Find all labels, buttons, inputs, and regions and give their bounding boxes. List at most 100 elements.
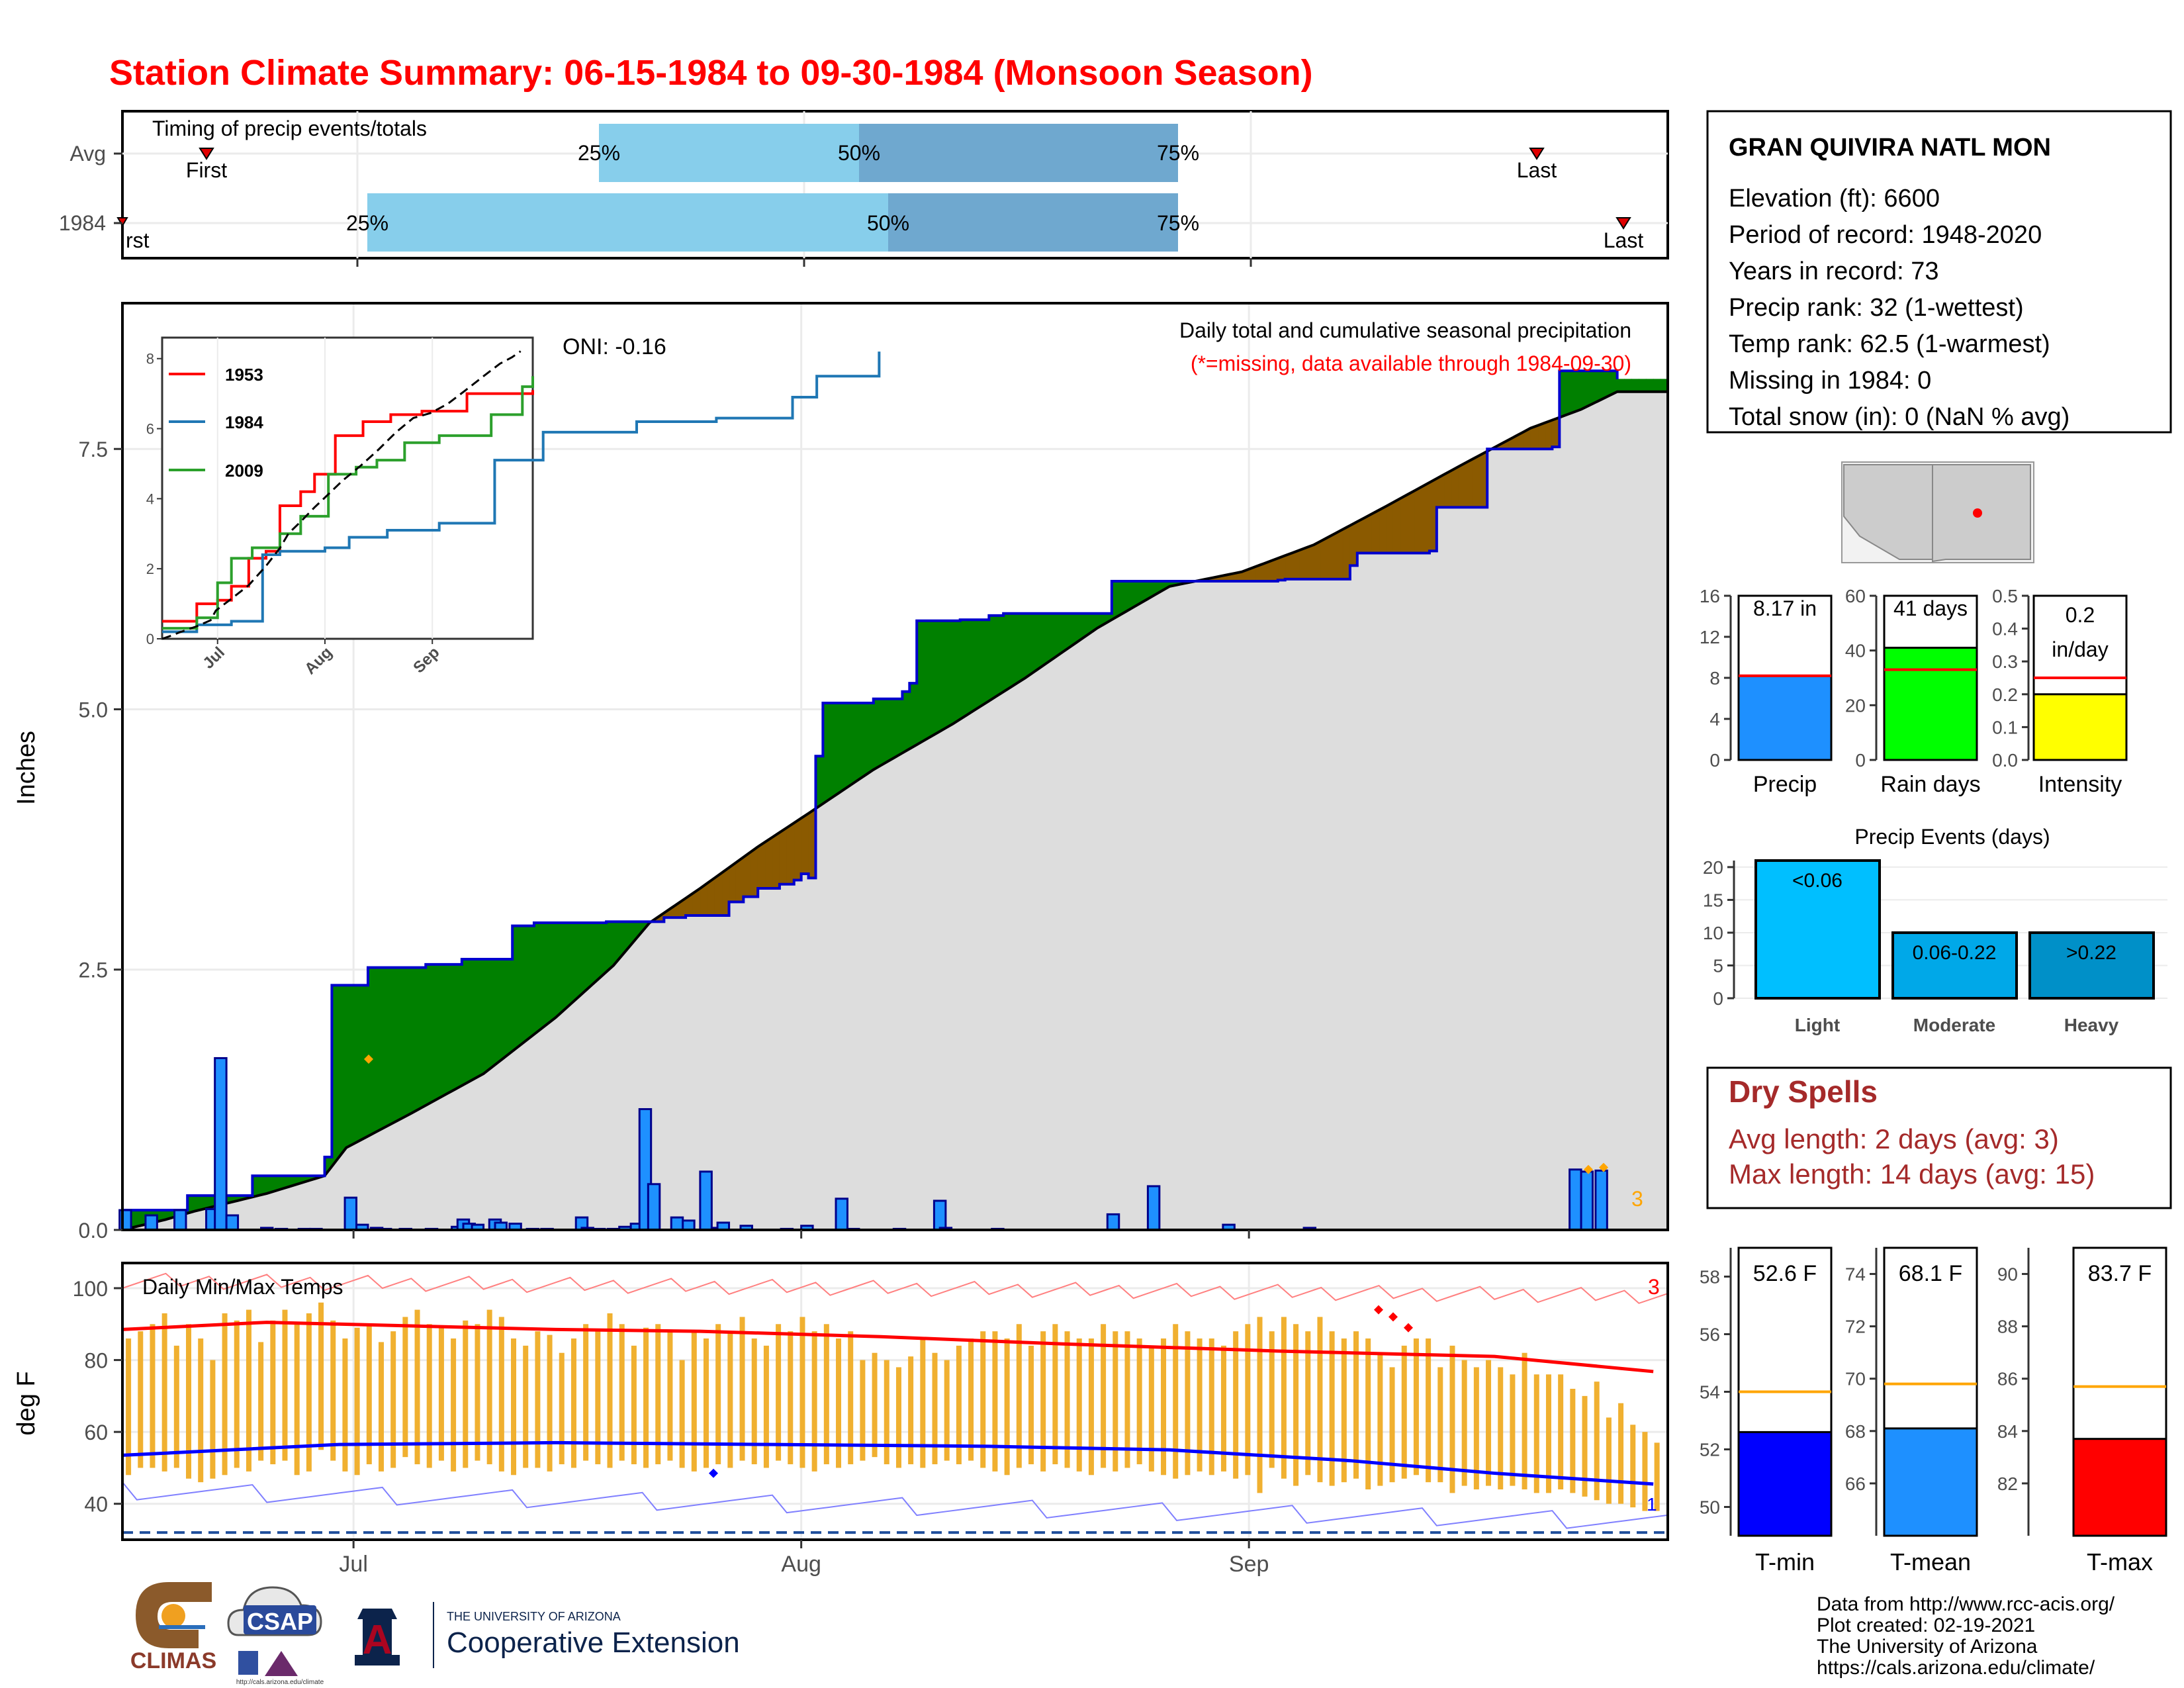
departure-segment — [461, 959, 470, 1086]
temp-summary-t-mean-tick-label: 66 — [1845, 1474, 1866, 1494]
temp-summary-t-max-tick-label: 86 — [1997, 1369, 2018, 1389]
summary-intensity: 0.0 0.1 0.2 0.3 0.4 0.5 0.2 in/day Intensity — [1992, 586, 2128, 797]
daily-temp-range-bar — [1233, 1331, 1239, 1479]
departure-segment — [555, 922, 564, 1019]
daily-temp-range-bar — [607, 1313, 613, 1468]
departure-segment — [714, 872, 723, 916]
daily-precip-bar — [647, 1183, 661, 1231]
departure-segment — [1443, 470, 1452, 508]
departure-segment — [981, 619, 989, 706]
daily-temp-range-bar — [1101, 1324, 1107, 1468]
departure-segment — [1285, 552, 1293, 580]
inset-average-line — [161, 350, 522, 640]
departure-segment — [1046, 613, 1055, 664]
daily-temp-range-bar — [186, 1324, 192, 1479]
departure-segment — [757, 841, 766, 889]
departure-segment — [367, 967, 376, 1137]
station-location-dot — [1973, 508, 1982, 518]
station-line-snow: Total snow (in): 0 (NaN % avg) — [1729, 403, 2070, 431]
departure-segment — [1306, 544, 1314, 580]
daily-temp-range-bar — [1510, 1374, 1516, 1486]
temp-summary-value-label: 68.1 F — [1899, 1261, 1962, 1286]
temp-summary-t-mean-bar — [1883, 1427, 1978, 1537]
station-line-elevation: Elevation (ft): 6600 — [1729, 185, 1940, 212]
daily-temp-range-bar — [1582, 1395, 1588, 1497]
daily-temp-range-bar — [342, 1338, 348, 1472]
daily-temp-range-bar — [1426, 1338, 1432, 1483]
departure-segment — [504, 959, 513, 1058]
daily-temp-range-bar — [1606, 1417, 1612, 1504]
temp-summary-t-max-tick-label: 82 — [1997, 1474, 2018, 1494]
summary-intensity-bar — [2032, 693, 2128, 761]
station-line-years: Years in record: 73 — [1729, 258, 1939, 285]
departure-segment — [425, 964, 433, 1106]
departure-segment — [1580, 370, 1589, 410]
daily-temp-range-bar — [980, 1331, 986, 1468]
daily-temp-range-bar — [282, 1309, 288, 1461]
daily-temp-range-bar — [1197, 1338, 1203, 1472]
daily-temp-range-bar — [126, 1338, 132, 1476]
departure-segment — [490, 959, 498, 1069]
inset-y-tick-label: 8 — [146, 351, 154, 367]
temp-summary-value-label: 83.7 F — [2088, 1261, 2152, 1286]
departure-segment — [1451, 466, 1459, 508]
departure-segment — [938, 620, 946, 733]
temp-summary-t-mean-tick-label: 74 — [1845, 1264, 1866, 1285]
departure-segment — [447, 964, 455, 1094]
station-line-missing: Missing in 1984: 0 — [1729, 367, 1931, 395]
daily-temp-range-bar — [246, 1309, 251, 1472]
daily-temp-range-bar — [691, 1331, 697, 1472]
temp-summary-t-mean-tick-label: 72 — [1845, 1317, 1866, 1337]
csap-logo-url: http://cals.arizona.edu/climate — [236, 1679, 324, 1686]
temp-summary-value-label: 52.6 F — [1753, 1261, 1817, 1286]
summary-intensity-tick-label: 0.0 — [1992, 750, 2018, 771]
departure-segment — [1631, 379, 1639, 393]
inset-series-1984 — [162, 352, 881, 633]
daily-temp-range-bar — [438, 1327, 444, 1461]
departure-segment — [901, 691, 910, 754]
missing-note: (*=missing, data available through 1984-… — [1191, 352, 1631, 375]
temp-summary-category-label: T-min — [1755, 1548, 1815, 1575]
daily-temp-range-bar — [354, 1327, 360, 1476]
departure-segment — [873, 698, 882, 771]
1984-25-50-bar — [367, 193, 888, 252]
departure-segment — [1465, 458, 1473, 508]
departure-segment — [497, 959, 506, 1064]
departure-segment — [779, 827, 788, 885]
daily-temp-range-bar — [1293, 1324, 1299, 1486]
daily-temp-range-bar — [138, 1331, 144, 1468]
inset-y-tick-label: 0 — [146, 631, 154, 647]
daily-temp-range-bar — [1076, 1338, 1082, 1472]
daily-temp-range-bar — [679, 1360, 685, 1468]
daily-temp-range-bar — [1004, 1338, 1010, 1476]
departure-segment — [353, 984, 361, 1145]
daily-precip-bar — [1580, 1170, 1594, 1231]
summary-precip-tick-label: 4 — [1709, 709, 1720, 729]
daily-temp-range-bar — [498, 1317, 504, 1472]
station-line-temp-rank: Temp rank: 62.5 (1-warmest) — [1729, 330, 2050, 358]
departure-segment — [1118, 581, 1127, 616]
departure-segment — [338, 984, 347, 1158]
daily-temp-range-bar — [583, 1324, 589, 1461]
footer-line-data: Data from http://www.rcc-acis.org/ — [1817, 1593, 2115, 1615]
dry-spells-box: Dry Spells Avg length: 2 days (avg: 3) M… — [1706, 1066, 2172, 1209]
avg-25-50-bar — [599, 124, 859, 182]
daily-temp-range-bar — [956, 1345, 962, 1464]
daily-temp-range-bar — [895, 1367, 901, 1468]
daily-precip-bar — [1594, 1169, 1608, 1231]
departure-segment — [591, 922, 600, 986]
summary-value-label: 8.17 in — [1753, 596, 1817, 620]
summary-intensity-tick-label: 0.5 — [1992, 586, 2018, 606]
daily-temp-range-bar — [799, 1317, 805, 1468]
daily-temp-range-bar — [1353, 1331, 1359, 1479]
inset-y-tick-label: 2 — [146, 561, 154, 577]
summary-precip-tick-label: 12 — [1700, 627, 1720, 647]
precip-panel: ONI: -0.16 Daily total and cumulative se… — [13, 302, 1669, 1243]
cumulative-1984-line — [122, 369, 1619, 1212]
events-tick-label: 5 — [1713, 955, 1723, 976]
footer-line-url: https://cals.arizona.edu/climate/ — [1817, 1657, 2095, 1679]
temp-summary-t-mean: 66 68 70 72 74 68.1 F T-mean — [1845, 1246, 1978, 1575]
events-bar-heavy — [2028, 931, 2155, 1000]
summary-intensity-tick-label: 0.4 — [1992, 619, 2018, 639]
temp-count-low: 1 — [1647, 1494, 1657, 1515]
